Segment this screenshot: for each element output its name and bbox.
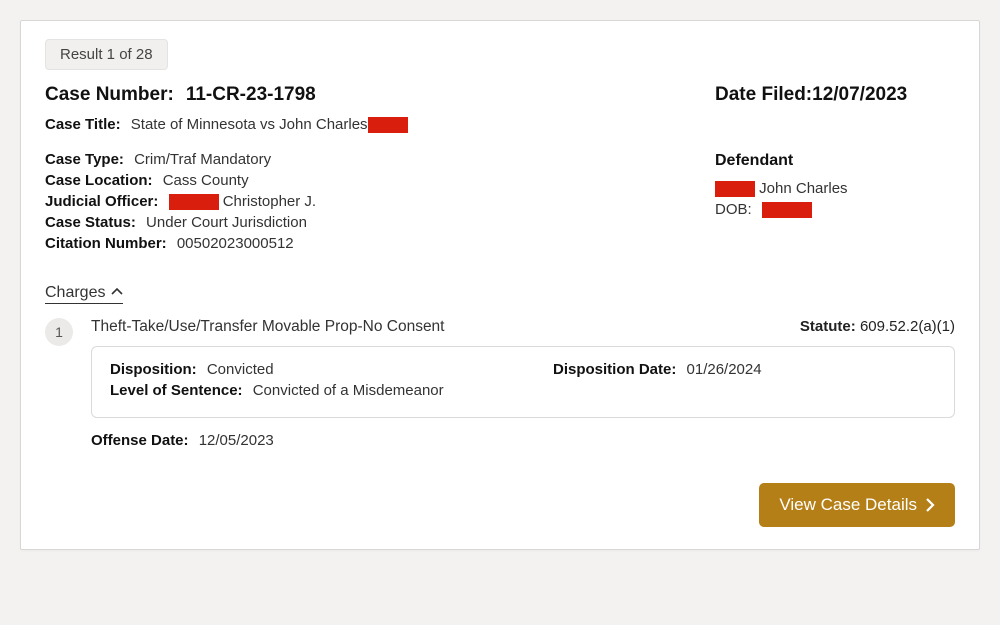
button-row: View Case Details: [45, 483, 955, 527]
case-status-label: Case Status:: [45, 214, 136, 231]
disposition-label: Disposition:: [110, 361, 197, 378]
disposition-box: Disposition: Convicted Level of Sentence…: [91, 346, 955, 418]
redacted-name: [368, 117, 408, 133]
case-title-label: Case Title:: [45, 116, 121, 133]
case-location-value: Cass County: [163, 172, 249, 189]
case-header-row: Case Number: 11-CR-23-1798 Case Title: St…: [45, 84, 955, 256]
redacted-dob: [762, 202, 812, 218]
offense-date-label: Offense Date:: [91, 432, 189, 449]
charge-item: 1 Theft-Take/Use/Transfer Movable Prop-N…: [45, 318, 955, 453]
chevron-up-icon: [111, 284, 123, 302]
charge-body: Theft-Take/Use/Transfer Movable Prop-No …: [91, 318, 955, 453]
defendant-heading: Defendant: [715, 152, 955, 170]
redacted-officer: [169, 194, 219, 210]
dob-label: DOB:: [715, 201, 752, 218]
defendant-name: John Charles: [715, 180, 955, 197]
judicial-officer-label: Judicial Officer:: [45, 193, 158, 210]
citation-number-label: Citation Number:: [45, 235, 167, 252]
case-status: Case Status: Under Court Jurisdiction: [45, 214, 695, 231]
charge-number-badge: 1: [45, 318, 73, 346]
disposition-value: Convicted: [207, 361, 274, 378]
level-value: Convicted of a Misdemeanor: [253, 382, 444, 399]
disposition: Disposition: Convicted: [110, 361, 493, 378]
view-case-details-button[interactable]: View Case Details: [759, 483, 955, 527]
case-type-label: Case Type:: [45, 151, 124, 168]
button-label: View Case Details: [779, 495, 917, 515]
case-status-value: Under Court Jurisdiction: [146, 214, 307, 231]
charge-title: Theft-Take/Use/Transfer Movable Prop-No …: [91, 318, 445, 336]
statute-value: 609.52.2(a)(1): [860, 318, 955, 335]
offense-date: Offense Date: 12/05/2023: [91, 432, 955, 449]
level-of-sentence: Level of Sentence: Convicted of a Misdem…: [110, 382, 493, 399]
citation-number: Citation Number: 00502023000512: [45, 235, 695, 252]
case-result-card: Result 1 of 28 Case Number: 11-CR-23-1798…: [20, 20, 980, 550]
statute: Statute: 609.52.2(a)(1): [800, 318, 955, 335]
case-type-value: Crim/Traf Mandatory: [134, 151, 271, 168]
disposition-date: Disposition Date: 01/26/2024: [553, 361, 936, 378]
disposition-date-value: 01/26/2024: [687, 361, 762, 378]
judicial-officer-suffix: Christopher J.: [223, 193, 316, 210]
level-label: Level of Sentence:: [110, 382, 243, 399]
case-location-label: Case Location:: [45, 172, 153, 189]
defendant-name-suffix: John Charles: [759, 180, 847, 197]
date-filed-label: Date Filed:: [715, 84, 812, 105]
charge-title-row: Theft-Take/Use/Transfer Movable Prop-No …: [91, 318, 955, 336]
judicial-officer: Judicial Officer: Christopher J.: [45, 193, 695, 210]
case-title-value: State of Minnesota vs John Charles: [131, 116, 408, 133]
case-number: Case Number: 11-CR-23-1798: [45, 84, 695, 106]
case-number-value: 11-CR-23-1798: [186, 84, 316, 105]
defendant-dob: DOB:: [715, 201, 955, 218]
case-title: Case Title: State of Minnesota vs John C…: [45, 116, 695, 133]
date-filed: Date Filed:12/07/2023: [715, 84, 955, 106]
date-filed-value: 12/07/2023: [812, 84, 907, 105]
case-type: Case Type: Crim/Traf Mandatory: [45, 151, 695, 168]
judicial-officer-value: Christopher J.: [169, 193, 317, 210]
citation-number-value: 00502023000512: [177, 235, 294, 252]
statute-label: Statute:: [800, 318, 856, 335]
case-header-right: Date Filed:12/07/2023 Defendant John Cha…: [695, 84, 955, 222]
case-header-left: Case Number: 11-CR-23-1798 Case Title: St…: [45, 84, 695, 256]
charges-toggle[interactable]: Charges: [45, 284, 123, 304]
charges-heading-label: Charges: [45, 284, 105, 302]
result-count-badge: Result 1 of 28: [45, 39, 168, 70]
case-title-prefix: State of Minnesota vs John Charles: [131, 116, 368, 133]
redacted-defendant-last: [715, 181, 755, 197]
case-number-label: Case Number:: [45, 84, 174, 105]
offense-date-value: 12/05/2023: [199, 432, 274, 449]
disposition-date-label: Disposition Date:: [553, 361, 676, 378]
case-location: Case Location: Cass County: [45, 172, 695, 189]
chevron-right-icon: [925, 498, 935, 512]
